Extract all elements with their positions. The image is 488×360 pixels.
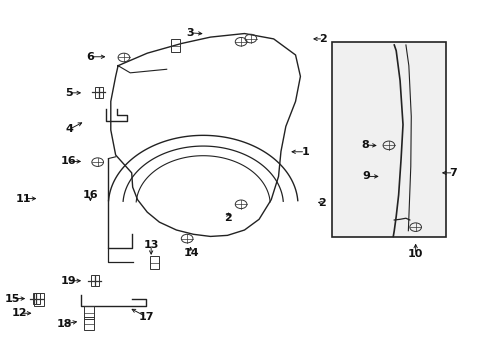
Text: 11: 11 <box>16 194 31 203</box>
Bar <box>149 256 159 269</box>
Text: 7: 7 <box>449 168 456 178</box>
Bar <box>91 275 99 286</box>
Text: 10: 10 <box>407 249 423 259</box>
Text: 3: 3 <box>186 28 193 38</box>
Text: 14: 14 <box>183 248 199 258</box>
Text: 17: 17 <box>138 312 154 322</box>
Bar <box>84 306 94 319</box>
Text: 5: 5 <box>65 88 73 98</box>
Text: 16: 16 <box>61 157 76 166</box>
Text: 1: 1 <box>301 147 308 157</box>
Text: 2: 2 <box>319 34 326 44</box>
Bar <box>32 293 40 304</box>
Text: 9: 9 <box>362 171 369 181</box>
Bar <box>170 39 180 52</box>
Text: 15: 15 <box>4 294 20 303</box>
Bar <box>34 293 43 306</box>
Text: 6: 6 <box>86 52 94 62</box>
Text: 2: 2 <box>224 213 232 223</box>
Text: 13: 13 <box>143 240 159 250</box>
Text: 4: 4 <box>65 124 73 134</box>
Text: 8: 8 <box>361 140 368 150</box>
Text: 18: 18 <box>57 319 72 329</box>
Text: 19: 19 <box>61 276 76 286</box>
Text: 2: 2 <box>318 198 325 208</box>
Bar <box>84 317 94 330</box>
Text: 12: 12 <box>12 308 27 318</box>
Bar <box>95 87 102 98</box>
Text: 16: 16 <box>82 190 98 201</box>
Bar <box>331 42 446 237</box>
